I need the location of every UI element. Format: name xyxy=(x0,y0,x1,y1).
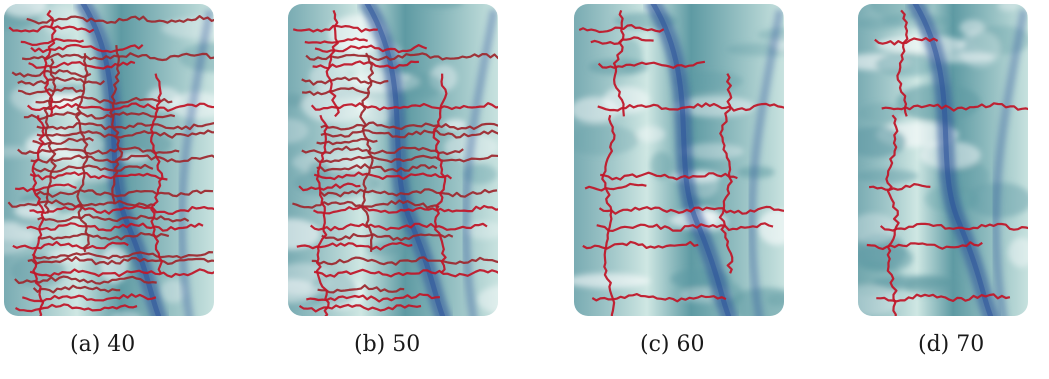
caption-value: 70 xyxy=(956,332,985,357)
caption-value: 40 xyxy=(107,332,136,357)
caption-label: (c) xyxy=(640,332,670,357)
caption-label: (a) xyxy=(70,332,101,357)
volume-rendering-b xyxy=(288,4,498,316)
caption-label: (b) xyxy=(354,332,386,357)
volume-rendering-d xyxy=(858,4,1028,316)
caption-d: (d) 70 xyxy=(918,332,984,357)
panel-d xyxy=(854,0,1034,322)
caption-value: 60 xyxy=(676,332,705,357)
volume-rendering-a xyxy=(4,4,214,316)
caption-b: (b) 50 xyxy=(354,332,420,357)
panel-b xyxy=(284,0,504,322)
volume-rendering-c xyxy=(574,4,784,316)
caption-c: (c) 60 xyxy=(640,332,705,357)
panel-a xyxy=(0,0,220,322)
panel-c xyxy=(570,0,790,322)
caption-value: 50 xyxy=(392,332,421,357)
caption-label: (d) xyxy=(918,332,950,357)
caption-a: (a) 40 xyxy=(70,332,135,357)
